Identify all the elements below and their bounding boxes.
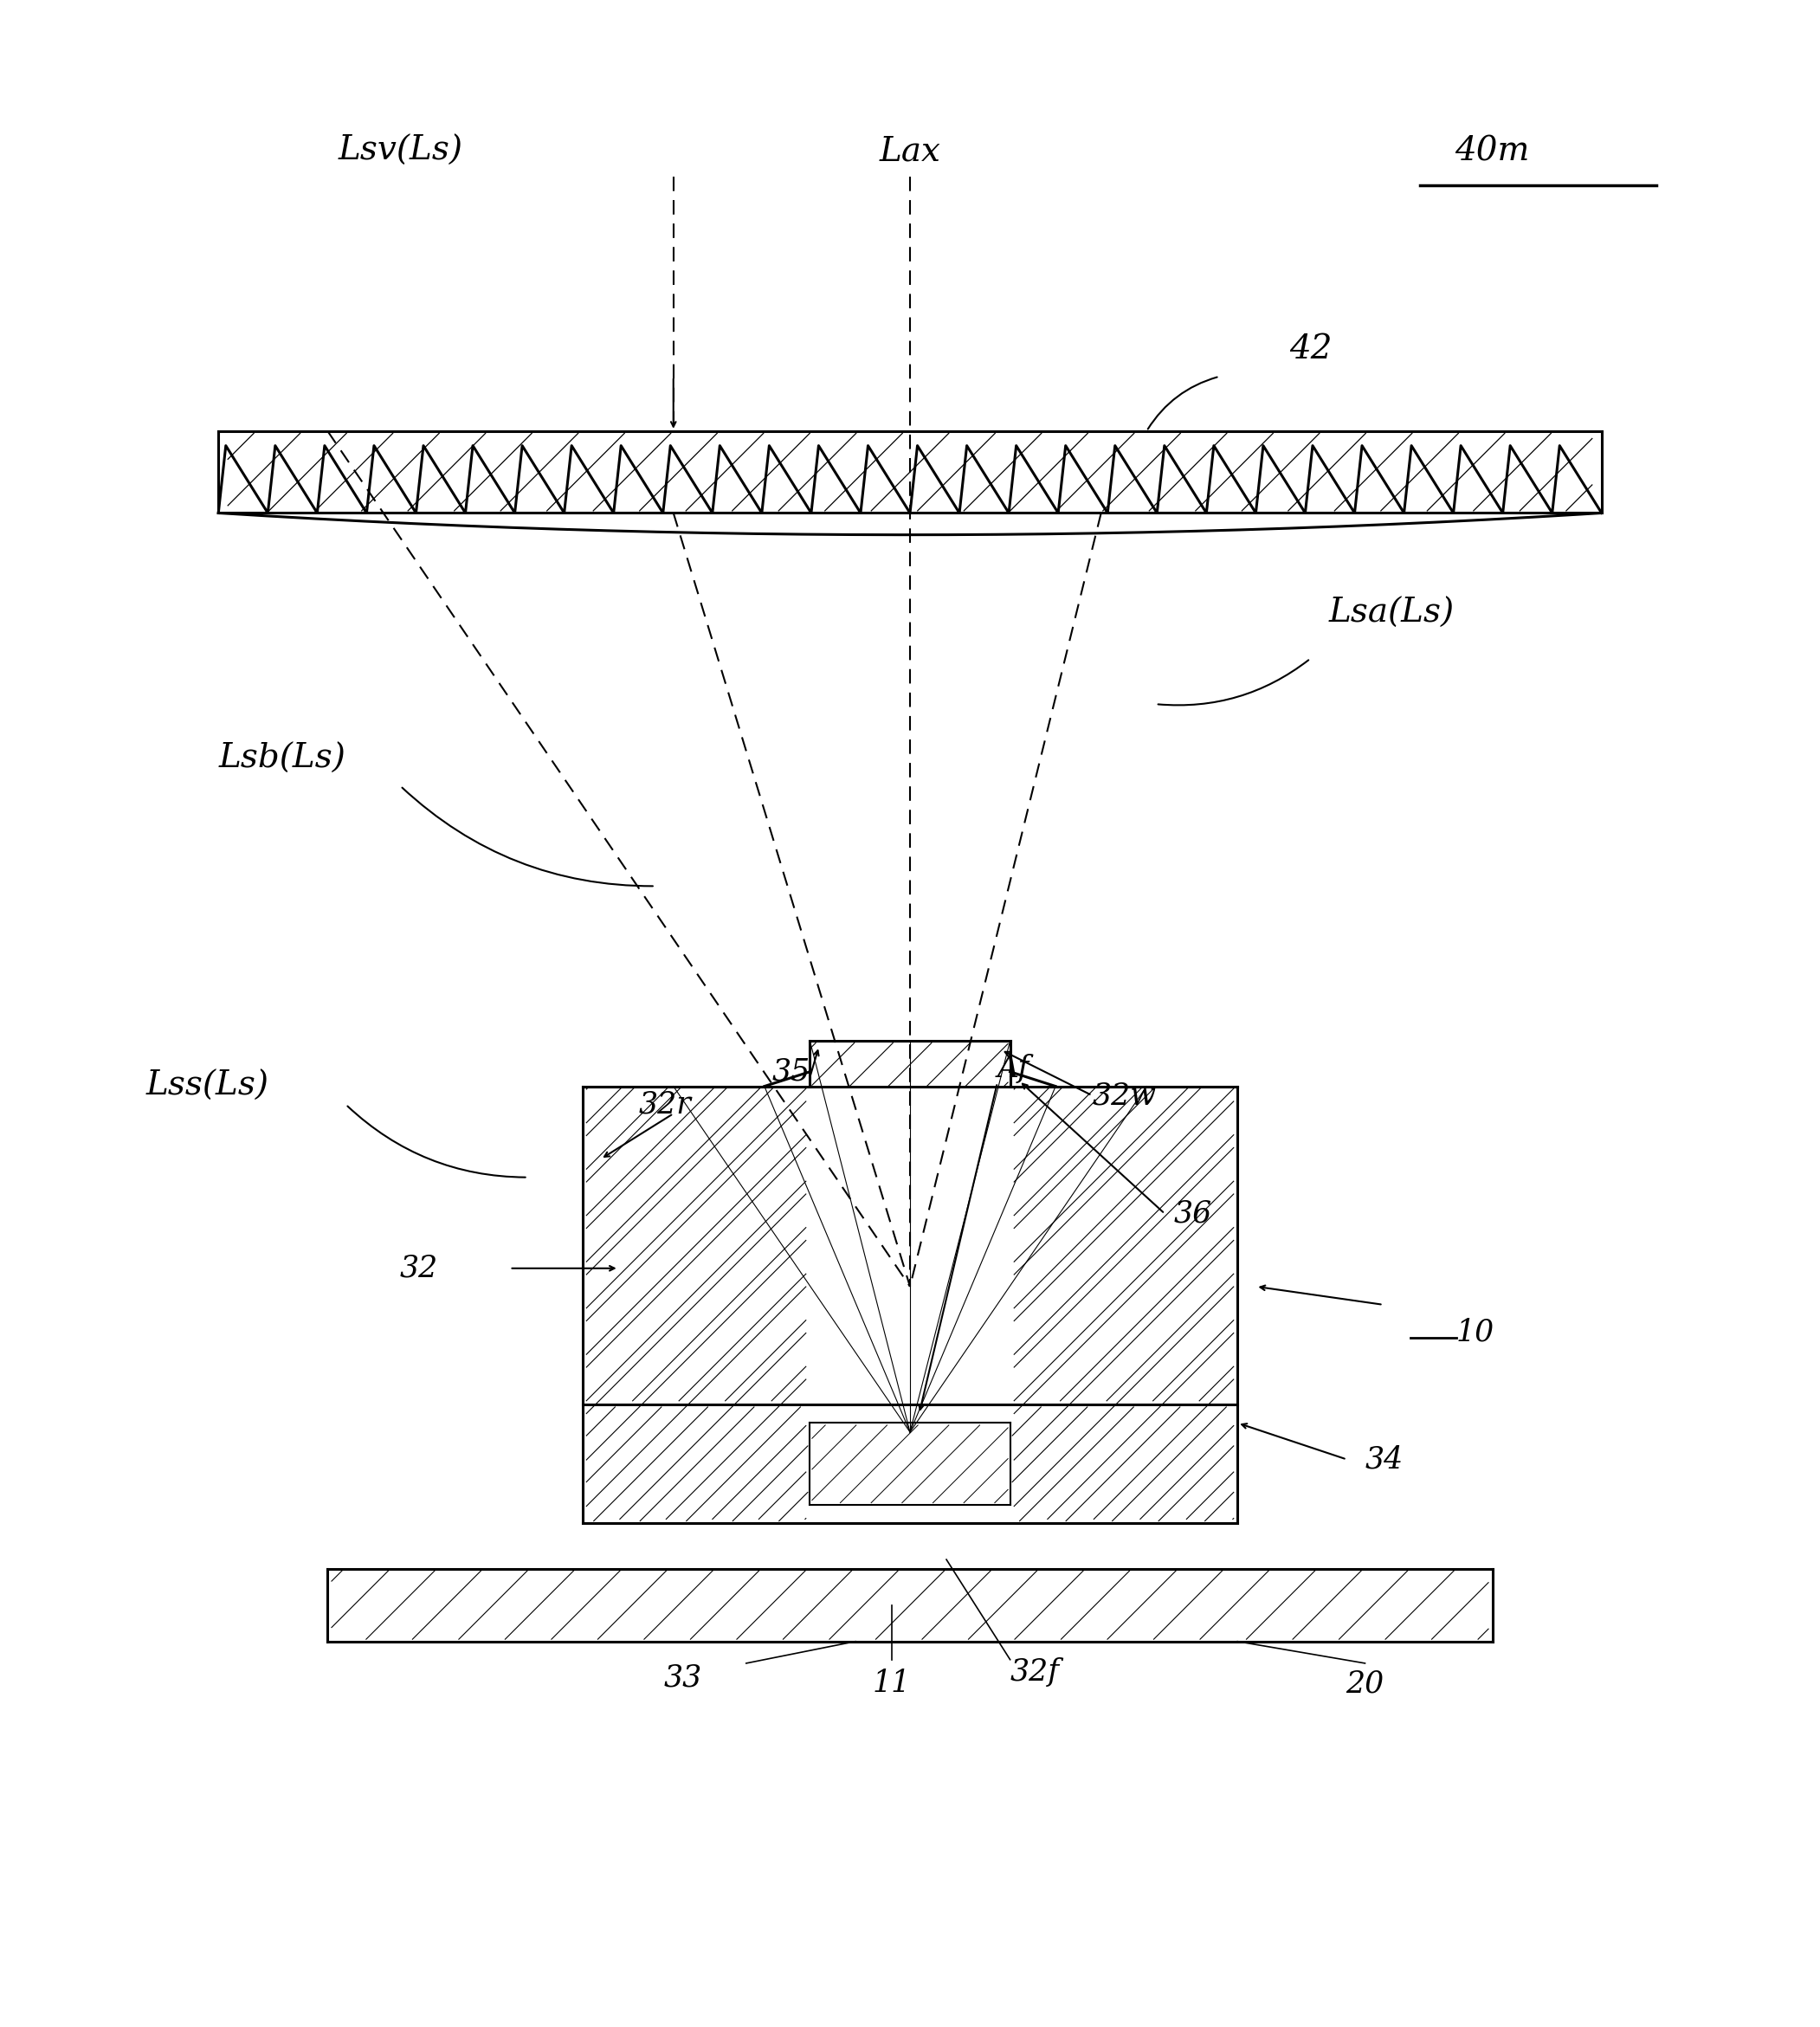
Text: Lsb(Ls): Lsb(Ls) <box>218 742 346 774</box>
Text: Af: Af <box>997 1054 1030 1082</box>
Text: 33: 33 <box>662 1662 703 1693</box>
Text: 36: 36 <box>1174 1200 1212 1228</box>
Text: 35: 35 <box>772 1056 810 1086</box>
Text: Lsv(Ls): Lsv(Ls) <box>339 136 462 166</box>
Text: 32: 32 <box>399 1253 439 1283</box>
Text: 40m: 40m <box>1454 136 1531 166</box>
Text: 32w: 32w <box>1092 1080 1156 1111</box>
Text: 42: 42 <box>1289 332 1332 365</box>
Text: 20: 20 <box>1345 1668 1385 1699</box>
Text: 32r: 32r <box>639 1091 692 1119</box>
Text: Lsa(Ls): Lsa(Ls) <box>1329 598 1454 628</box>
Text: 11: 11 <box>872 1668 912 1699</box>
Text: 34: 34 <box>1365 1445 1403 1474</box>
Text: Lax: Lax <box>879 136 941 166</box>
Text: Lss(Ls): Lss(Ls) <box>146 1070 269 1103</box>
Text: 32f: 32f <box>1010 1658 1059 1686</box>
Text: 10: 10 <box>1456 1318 1494 1346</box>
